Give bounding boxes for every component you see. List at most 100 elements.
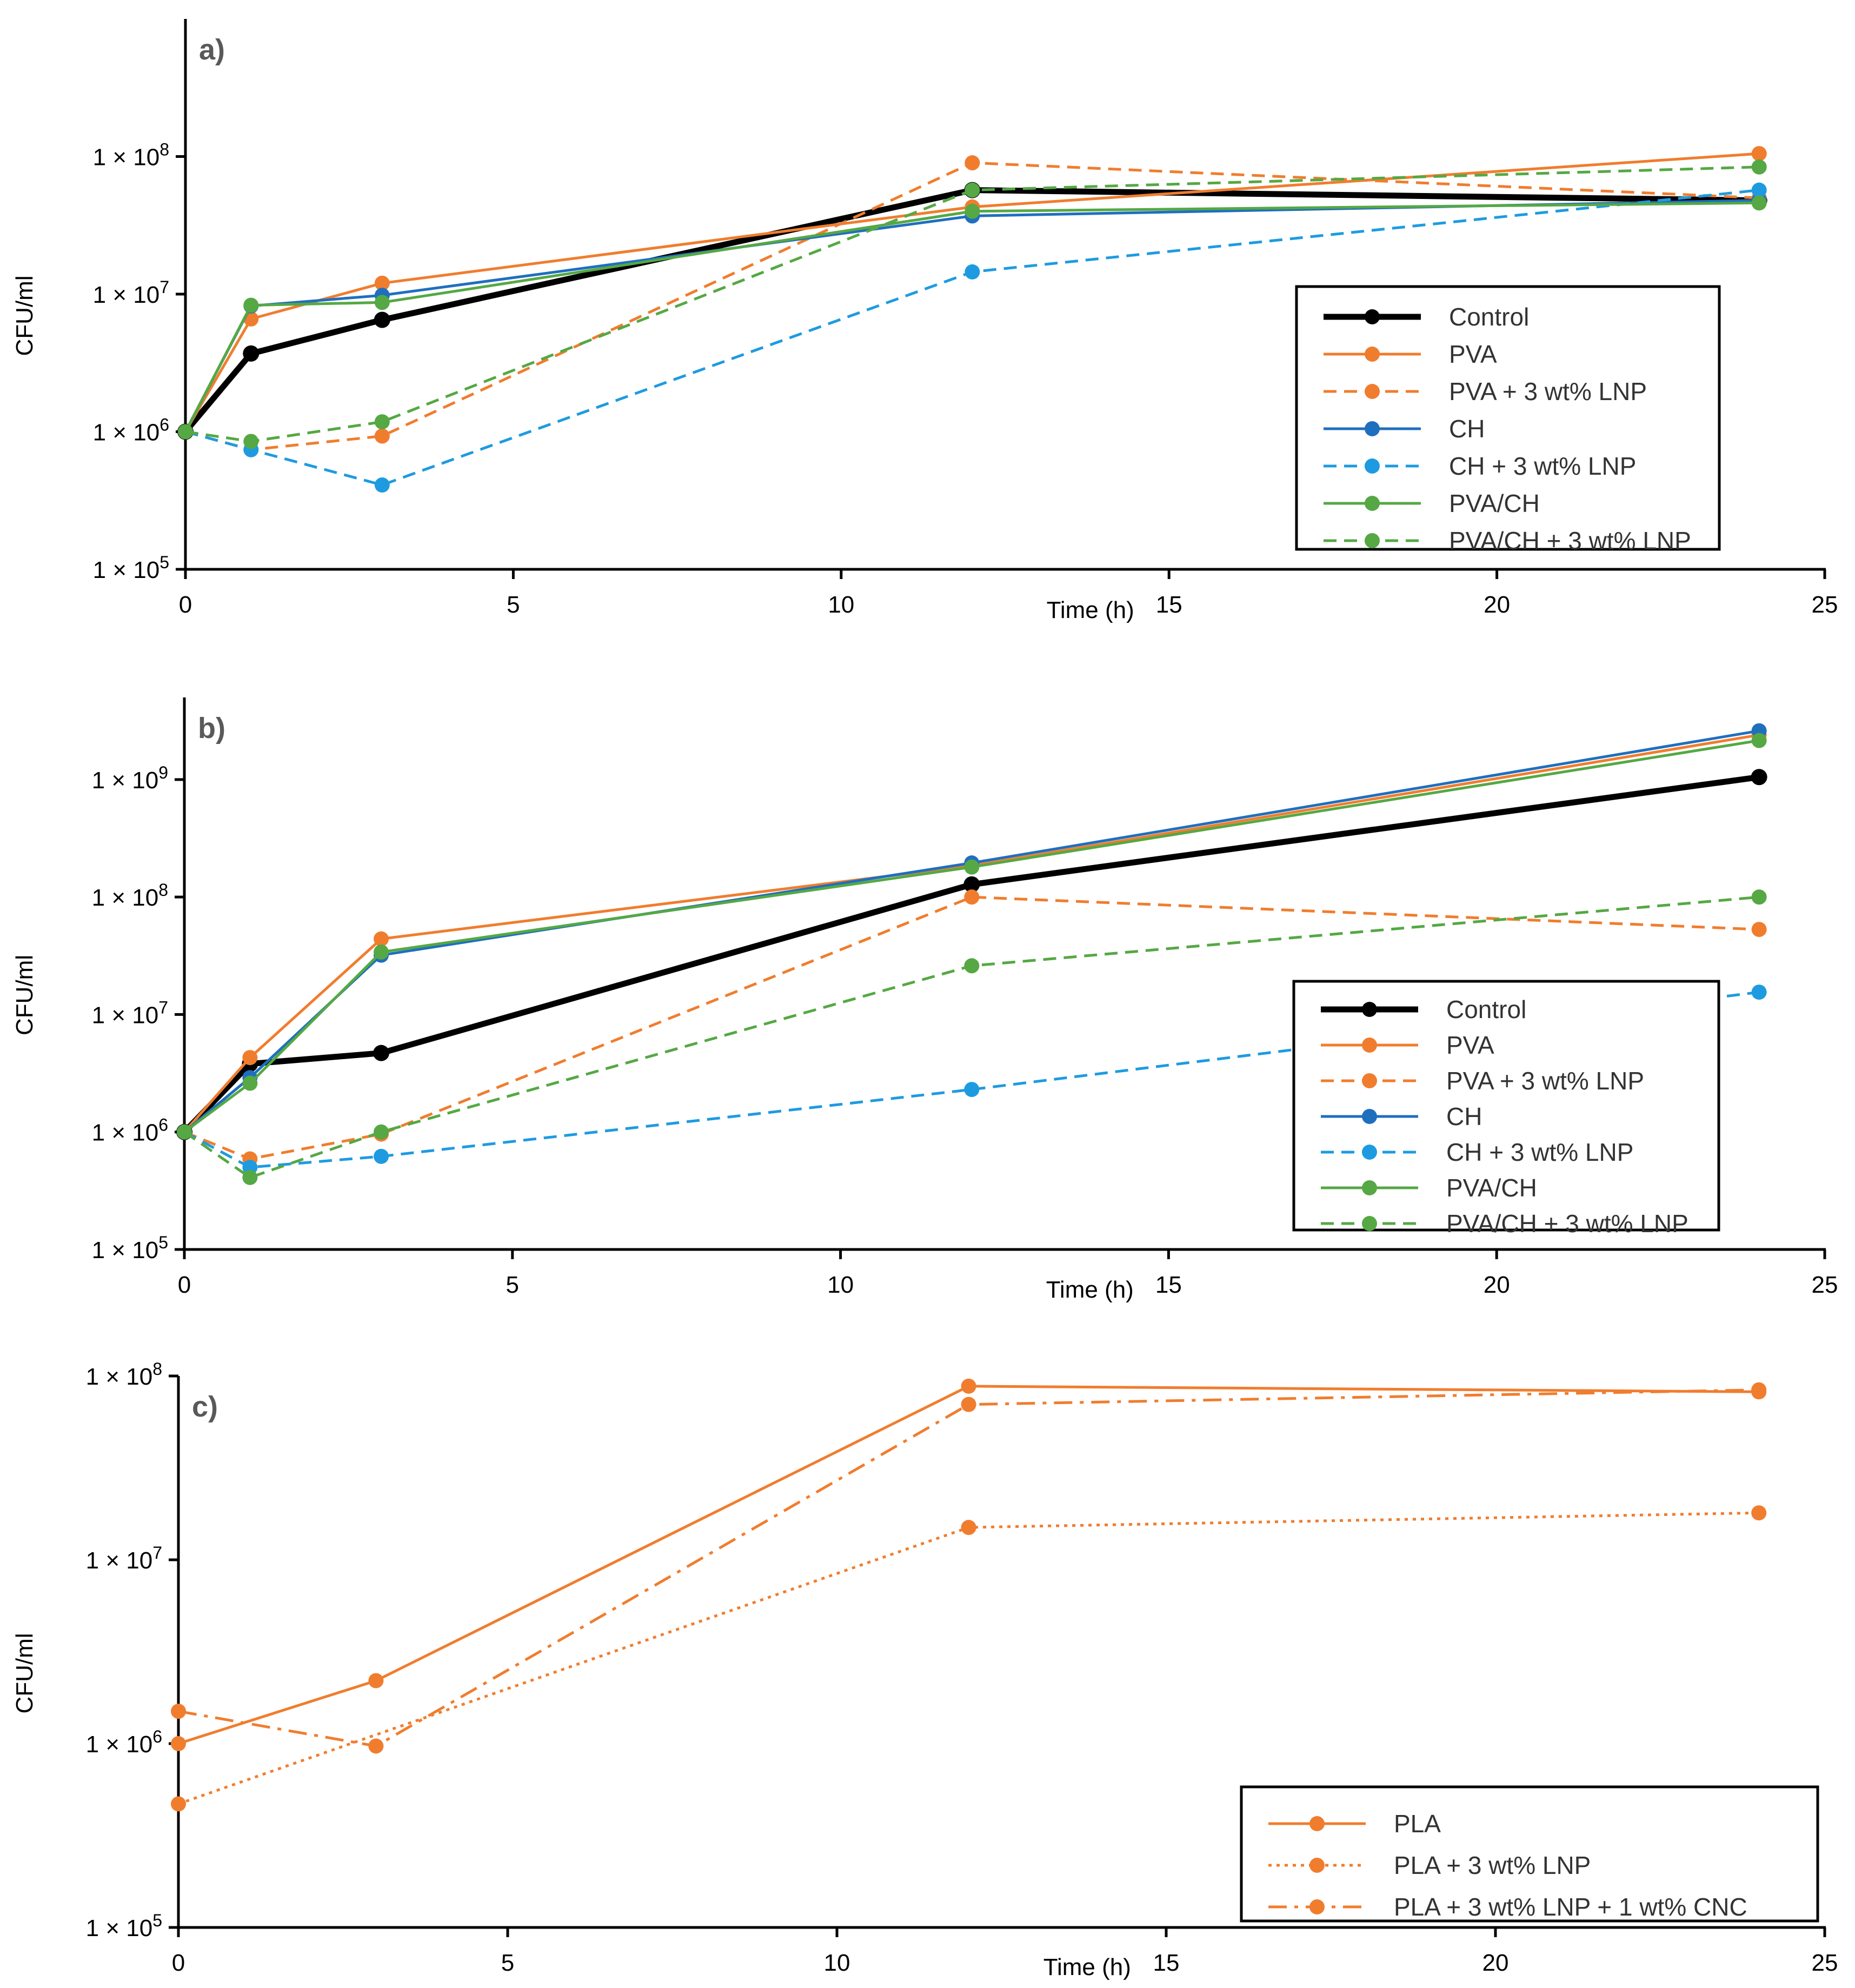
data-point-control — [963, 876, 980, 893]
data-point-pva-ch — [965, 203, 980, 219]
y-tick-exponent: 6 — [152, 1727, 162, 1746]
legend-swatch-marker — [1365, 347, 1380, 362]
y-tick-label: 1 × 107 — [92, 998, 168, 1028]
y-tick-exponent: 9 — [158, 763, 168, 782]
data-point-control — [373, 1045, 390, 1061]
data-point-pva-ch-3-wt-lnp — [374, 1124, 389, 1140]
y-tick-mantissa: 1 × 10 — [92, 1120, 159, 1146]
panel-label: a) — [199, 34, 225, 66]
data-point-pva — [1751, 146, 1767, 162]
y-tick-label: 1 × 109 — [92, 763, 168, 794]
series-line-ch-3-wt-lnp — [185, 189, 1759, 487]
data-point-pva-ch — [243, 297, 259, 313]
y-tick-label: 1 × 107 — [93, 277, 169, 308]
y-tick-mantissa: 1 × 10 — [93, 557, 160, 583]
x-tick-label: 20 — [1484, 591, 1510, 618]
data-point-pva-3-wt-lnp — [964, 889, 980, 905]
data-point-pva-ch — [374, 295, 390, 310]
y-tick-label: 1 × 108 — [86, 1359, 162, 1390]
y-tick-mantissa: 1 × 10 — [93, 282, 160, 308]
data-point-pva-ch-3-wt-lnp — [177, 1124, 192, 1140]
legend-entry-pva-ch: PVA/CH — [1446, 1174, 1537, 1202]
data-point-ch-3-wt-lnp — [965, 264, 980, 280]
legend-swatch-marker — [1309, 1899, 1325, 1914]
legend-swatch-marker — [1309, 1858, 1325, 1873]
data-point-pla-3-wt-lnp — [171, 1796, 186, 1812]
legend-swatch-marker — [1362, 1180, 1377, 1195]
x-tick-label: 0 — [178, 1272, 191, 1298]
data-point-pla-3-wt-lnp-1-wt-cnc — [961, 1397, 976, 1412]
legend-entry-pva-3-wt-lnp: PVA + 3 wt% LNP — [1446, 1067, 1644, 1095]
data-point-pva-ch — [964, 859, 980, 875]
x-tick-label: 5 — [507, 591, 520, 618]
y-axis-title: CFU/ml — [11, 275, 38, 356]
data-point-pva-ch-3-wt-lnp — [1751, 889, 1767, 905]
y-tick-mantissa: 1 × 10 — [86, 1364, 153, 1390]
legend-swatch-marker — [1362, 1109, 1377, 1124]
x-tick-label: 0 — [179, 591, 192, 618]
data-point-ch-3-wt-lnp — [1751, 182, 1767, 198]
x-tick-label: 0 — [172, 1950, 185, 1976]
legend-swatch-marker — [1365, 421, 1380, 436]
data-point-pva-ch-3-wt-lnp — [243, 434, 259, 449]
legend-swatch-marker — [1365, 496, 1380, 511]
x-tick-label: 15 — [1156, 591, 1182, 618]
x-axis-title: Time (h) — [1046, 1276, 1134, 1303]
y-tick-label: 1 × 105 — [86, 1911, 162, 1942]
data-point-control — [243, 345, 260, 362]
data-point-pva-ch — [1751, 195, 1767, 211]
x-tick-label: 15 — [1153, 1950, 1180, 1976]
series-pla — [171, 1378, 1767, 1751]
x-axis-title: Time (h) — [1043, 1954, 1131, 1980]
x-tick-label: 20 — [1484, 1272, 1510, 1298]
series-pva-ch-3-wt-lnp — [178, 159, 1767, 449]
y-tick-label: 1 × 107 — [86, 1543, 162, 1574]
series-line-pva-ch-3-wt-lnp — [183, 895, 1759, 1179]
data-point-pva-ch-3-wt-lnp — [965, 182, 980, 198]
legend-entry-ch-3-wt-lnp: CH + 3 wt% LNP — [1446, 1138, 1633, 1166]
y-axis-title: CFU/ml — [11, 1633, 38, 1713]
x-tick-label: 15 — [1155, 1272, 1182, 1298]
y-tick-exponent: 8 — [158, 880, 168, 900]
data-point-pla-3-wt-lnp — [1751, 1505, 1767, 1521]
series-line-pva-ch-3-wt-lnp — [185, 165, 1759, 443]
legend-entry-pla: PLA — [1394, 1810, 1441, 1838]
y-tick-mantissa: 1 × 10 — [93, 420, 160, 446]
x-tick-label: 10 — [827, 1272, 854, 1298]
x-tick-label: 10 — [824, 1950, 850, 1976]
data-point-ch-3-wt-lnp — [374, 1148, 389, 1164]
legend-entry-pla-3-wt-lnp: PLA + 3 wt% LNP — [1394, 1851, 1591, 1879]
data-point-pva-ch-3-wt-lnp — [178, 424, 193, 440]
series-pla-3-wt-lnp-1-wt-cnc — [171, 1382, 1767, 1754]
legend-entry-pva-3-wt-lnp: PVA + 3 wt% LNP — [1449, 377, 1647, 405]
y-tick-mantissa: 1 × 10 — [86, 1915, 153, 1942]
panel-label: c) — [192, 1391, 218, 1423]
legend-swatch-marker — [1362, 1002, 1377, 1017]
legend: PLA PLA + 3 wt% LNP PLA + 3 wt% LNP + 1 wt… — [1240, 1785, 1819, 1923]
data-point-pla — [961, 1378, 976, 1394]
y-tick-mantissa: 1 × 10 — [92, 1237, 159, 1264]
data-point-pva-ch-3-wt-lnp — [242, 1169, 258, 1185]
y-tick-mantissa: 1 × 10 — [86, 1731, 153, 1758]
y-tick-exponent: 8 — [152, 1359, 162, 1379]
x-tick-label: 25 — [1812, 1272, 1838, 1298]
y-tick-label: 1 × 105 — [93, 553, 169, 583]
y-tick-exponent: 8 — [159, 140, 169, 159]
y-tick-label: 1 × 108 — [92, 880, 168, 911]
data-point-pva-ch-3-wt-lnp — [374, 414, 390, 430]
data-point-pla-3-wt-lnp-1-wt-cnc — [1751, 1382, 1767, 1398]
data-point-ch-3-wt-lnp — [964, 1082, 980, 1098]
y-tick-exponent: 7 — [158, 998, 168, 1017]
data-point-pva — [242, 1050, 258, 1066]
legend-swatch-marker — [1365, 309, 1380, 324]
y-tick-label: 1 × 108 — [93, 140, 169, 171]
legend-entry-pva: PVA — [1449, 340, 1497, 368]
data-point-control — [1751, 769, 1767, 786]
legend: Control PVA PVA + 3 wt% LNP CH CH + 3 wt% LN… — [1292, 980, 1720, 1238]
legend-entry-control: Control — [1446, 995, 1526, 1023]
y-tick-exponent: 5 — [159, 553, 169, 572]
legend-entry-pva: PVA — [1446, 1031, 1494, 1059]
y-tick-mantissa: 1 × 10 — [92, 885, 159, 911]
